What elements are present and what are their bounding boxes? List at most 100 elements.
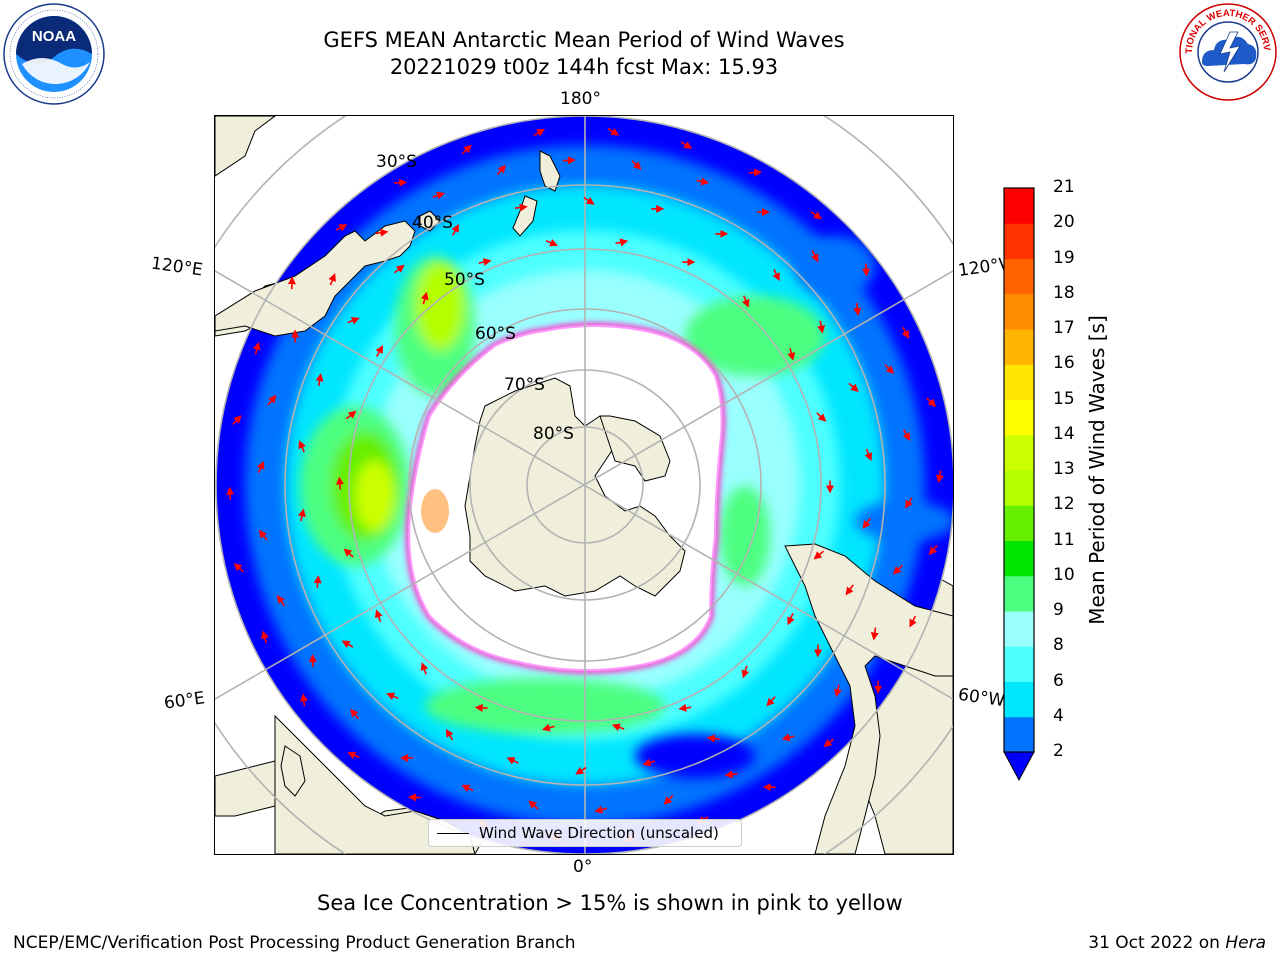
footer-machine: Hera [1225,933,1266,953]
wind-wave-arrow [533,128,546,137]
wind-wave-arrow [909,615,917,628]
wind-wave-arrow [375,345,384,357]
wind-wave-arrow [575,766,587,775]
wind-wave-arrow [562,156,576,165]
colorbar-swatch [1004,329,1034,365]
wind-wave-arrow [474,703,488,712]
wind-wave-arrow [862,517,871,529]
wind-wave-arrow [386,692,399,701]
wind-wave-arrow [514,203,528,212]
wind-wave-arrow [478,258,492,266]
wind-wave-arrow [813,550,825,560]
wind-wave-arrow [706,734,720,743]
wind-wave-arrow [252,341,261,355]
noaa-logo: NOAA [3,3,105,105]
colorbar-swatch [1004,646,1034,682]
wind-wave-arrow [787,348,796,361]
wind-wave-arrow [615,238,629,247]
colorbar-swatch [1004,223,1034,259]
antarctic-peninsula [599,415,671,482]
wind-wave-arrow [905,497,913,509]
graticule [215,116,953,854]
lon-label-0: 0° [573,857,593,877]
wind-wave-arrow [313,575,322,589]
colorbar-swatch [1004,716,1034,753]
wind-wave-arrow [347,751,360,760]
wind-wave-arrow [394,264,405,274]
colorbar-tick-label: 8 [1053,635,1064,656]
wind-wave-arrow [901,326,909,339]
wind-wave-arrow [328,273,336,286]
lat-label-70s: 70°S [504,375,545,395]
wind-wave-arrow [233,563,244,573]
colorbar-tick-label: 4 [1053,705,1064,726]
wind-wave-arrow [257,460,265,474]
wind-wave-arrow [299,693,308,707]
lat-label-50s: 50°S [444,270,485,290]
colorbar-under-triangle [1003,751,1035,782]
wind-wave-arrow [335,224,348,232]
colorbar-label: Mean Period of Wind Waves [s] [1085,315,1109,625]
wind-wave-arrow [862,263,871,277]
wind-wave-arrow [347,317,360,325]
wind-wave-arrow [816,412,827,422]
wind-wave-arrow [528,800,539,810]
wind-wave-arrow [724,770,738,779]
map-canvas [215,116,953,854]
wind-wave-arrow [848,382,859,393]
colorbar-tick-label: 20 [1053,212,1075,233]
wind-wave-arrow [680,141,693,149]
wind-wave-arrow [298,508,306,522]
wind-wave-arrow [420,291,429,305]
wind-wave-arrow [350,708,360,720]
map-legend: Wind Wave Direction (unscaled) [428,819,742,847]
wind-wave-arrow [926,397,937,407]
wave-patches-dark [635,236,953,778]
wind-wave-arrow [817,320,826,334]
colorbar-swatch [1004,681,1034,718]
wind-wave-arrow [341,640,354,648]
colorbar-tick-label: 18 [1053,282,1075,303]
wind-wave-arrow [267,394,277,406]
colorbar-swatches [1004,188,1034,753]
colorbar-swatch [1004,470,1034,506]
wind-wave-arrow [298,440,306,453]
wind-wave-arrow [394,178,408,187]
colorbar-tick-label: 6 [1053,670,1064,691]
lat-label-40s: 40°S [412,213,453,233]
wind-wave-arrows [226,127,944,843]
wind-wave-arrow [335,476,344,490]
legend-label: Wind Wave Direction (unscaled) [479,824,719,842]
lat-label-80s: 80°S [533,424,574,444]
wind-wave-arrow [451,223,459,236]
wind-wave-arrow [810,211,822,220]
colorbar-tick-label: 21 [1053,177,1075,197]
colorbar-tick-label: 16 [1053,353,1075,374]
wind-wave-arrow [864,448,873,462]
lon-label-60e: 60°E [162,688,207,714]
wind-wave-arrow [226,486,235,500]
map-panel: Wind Wave Direction (unscaled) [214,115,954,855]
wind-wave-arrow [766,696,776,707]
noaa-logo-text: NOAA [32,28,76,45]
colorbar-tick-label: 17 [1053,318,1075,338]
colorbar-tick-label: 15 [1053,388,1075,409]
colorbar-tick-label: 13 [1053,459,1075,479]
wind-wave-arrow [545,238,559,247]
colorbar-tick-label: 14 [1053,423,1075,444]
wind-wave-arrow [787,612,795,626]
lon-label-180: 180° [560,89,601,109]
colorbar-tick-label: 9 [1053,600,1064,620]
wind-wave-arrow [781,733,795,742]
wind-wave-arrow [594,805,608,814]
wind-wave-arrow [276,595,286,607]
map-title: GEFS MEAN Antarctic Mean Period of Wind … [323,28,845,52]
wind-wave-arrow [884,364,895,375]
colorbar-swatch [1004,188,1034,224]
colorbar-swatch [1004,434,1034,471]
lon-label-60w: 60°W [956,684,1007,712]
wind-wave-arrow [902,429,911,441]
wind-wave-arrow [541,723,555,732]
wind-wave-arrow [611,723,625,732]
lat-label-60s: 60°S [475,324,516,344]
